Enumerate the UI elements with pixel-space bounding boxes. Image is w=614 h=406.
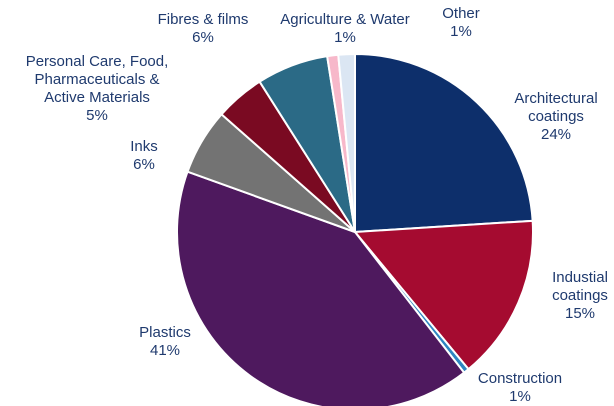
- slice-label-line-5-1: Pharmaceuticals &: [34, 71, 159, 88]
- slice-label-7: Agriculture & Water 1%: [280, 11, 410, 46]
- slice-percent-3: 41%: [150, 342, 180, 359]
- slice-percent-8: 1%: [450, 23, 472, 40]
- slice-label-0: Architectural coatings 24%: [514, 90, 597, 143]
- slice-label-line-1-0: Industial: [552, 269, 608, 286]
- slice-label-line-1-1: coatings: [552, 287, 608, 304]
- slice-percent-6: 6%: [192, 29, 214, 46]
- slice-label-line-0-0: Architectural: [514, 90, 597, 107]
- slice-label-line-8-0: Other: [442, 5, 480, 22]
- slice-percent-5: 5%: [86, 107, 108, 124]
- slice-label-line-2-0: Construction: [478, 370, 562, 387]
- slice-label-line-3-0: Plastics: [139, 324, 191, 341]
- slice-label-2: Construction 1%: [478, 370, 562, 405]
- slice-label-1: Industial coatings 15%: [552, 269, 608, 322]
- slice-label-3: Plastics 41%: [139, 324, 191, 359]
- slice-label-8: Other 1%: [442, 5, 480, 40]
- pie-slice-0: [355, 54, 533, 232]
- slice-percent-2: 1%: [509, 388, 531, 405]
- slice-label-line-0-1: coatings: [528, 108, 584, 125]
- slice-label-line-6-0: Fibres & films: [158, 11, 249, 28]
- slice-label-line-7-0: Agriculture & Water: [280, 11, 410, 28]
- slice-percent-7: 1%: [334, 29, 356, 46]
- slice-percent-1: 15%: [565, 305, 595, 322]
- slice-label-line-5-0: Personal Care, Food,: [26, 53, 169, 70]
- slice-label-line-5-2: Active Materials: [44, 89, 150, 106]
- slice-percent-4: 6%: [133, 156, 155, 173]
- slice-label-line-4-0: Inks: [130, 138, 158, 155]
- slice-percent-0: 24%: [541, 126, 571, 143]
- slice-label-4: Inks 6%: [130, 138, 158, 173]
- slice-label-6: Fibres & films 6%: [158, 11, 249, 46]
- slice-label-5: Personal Care, Food, Pharmaceuticals & Act…: [26, 53, 169, 124]
